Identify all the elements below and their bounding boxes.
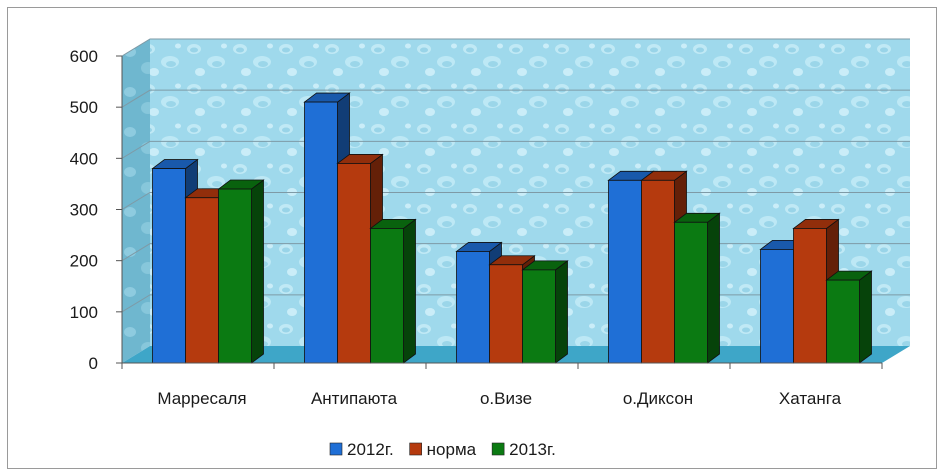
bar-side <box>251 179 264 364</box>
gridline <box>121 38 910 57</box>
bar <box>521 260 569 364</box>
bar-front <box>370 228 404 364</box>
bar-front <box>674 221 708 364</box>
bar <box>673 212 721 364</box>
bar <box>825 270 873 364</box>
bar-front <box>456 251 490 364</box>
y-tick-label: 100 <box>70 303 98 322</box>
bar-side <box>403 218 416 364</box>
x-category-label: Хатанга <box>779 389 842 408</box>
y-tick-label: 600 <box>70 47 98 66</box>
bar-front <box>641 179 675 364</box>
bar <box>217 179 265 364</box>
y-tick-label: 500 <box>70 98 98 117</box>
bar-front <box>218 188 252 364</box>
bar-front <box>337 163 371 364</box>
bar-front <box>760 249 794 364</box>
y-tick-label: 0 <box>89 354 98 373</box>
x-category-label: Антипаюта <box>311 389 398 408</box>
legend: 2012г. норма 2013г. <box>329 440 556 459</box>
bar-front <box>185 197 219 364</box>
y-axis: 0 100 200 300 400 500 600 <box>70 47 123 373</box>
legend-item: норма <box>409 440 477 459</box>
x-category-label: Марресаля <box>157 389 246 408</box>
bar-side <box>859 270 872 364</box>
bar-side <box>707 212 720 364</box>
y-tick-label: 400 <box>70 149 98 168</box>
legend-swatch <box>409 442 422 456</box>
legend-swatch <box>329 442 343 456</box>
bar-front <box>793 228 827 364</box>
bar-side <box>555 260 568 364</box>
x-category-label: о.Диксон <box>623 389 693 408</box>
legend-label: 2012г. <box>347 440 394 459</box>
y-tick-label: 200 <box>70 252 98 271</box>
bar-front <box>152 168 186 364</box>
bar-front <box>304 101 338 364</box>
legend-item: 2012г. <box>329 440 394 459</box>
gridline <box>121 89 910 108</box>
gridline <box>121 140 910 159</box>
legend-label: норма <box>427 440 477 459</box>
bar-front <box>522 269 556 364</box>
legend-label: 2013г. <box>509 440 556 459</box>
bar-front <box>608 179 642 364</box>
legend-swatch <box>491 442 505 456</box>
legend-item: 2013г. <box>491 440 556 459</box>
bar-front <box>489 264 523 364</box>
bars <box>151 92 873 364</box>
x-category-label: о.Визе <box>480 389 532 408</box>
bar <box>369 218 417 364</box>
x-axis: Марресаля Антипаюта о.Визе о.Диксон Хатанга <box>121 362 883 408</box>
y-tick-label: 300 <box>70 201 98 220</box>
bar-front <box>826 279 860 364</box>
